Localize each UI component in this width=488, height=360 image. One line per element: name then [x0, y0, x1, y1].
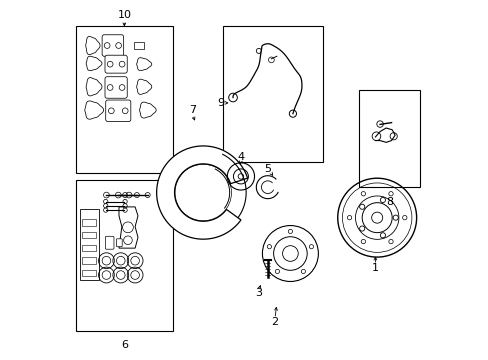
Polygon shape: [137, 58, 151, 71]
Polygon shape: [137, 79, 151, 94]
Text: 10: 10: [117, 10, 131, 20]
Bar: [80, 209, 99, 280]
Text: 4: 4: [237, 152, 244, 162]
Bar: [82, 244, 96, 251]
Text: 8: 8: [386, 197, 392, 207]
Bar: [76, 180, 172, 330]
Text: 2: 2: [271, 317, 278, 327]
FancyBboxPatch shape: [102, 35, 123, 56]
Text: 1: 1: [371, 263, 378, 273]
Text: 9: 9: [217, 98, 224, 108]
Polygon shape: [119, 207, 138, 248]
Polygon shape: [134, 42, 144, 49]
Text: 7: 7: [188, 105, 196, 115]
FancyBboxPatch shape: [105, 100, 131, 122]
Bar: [82, 270, 96, 276]
FancyBboxPatch shape: [105, 77, 127, 98]
Bar: [76, 26, 172, 173]
Polygon shape: [86, 56, 102, 71]
Bar: [82, 257, 96, 264]
Bar: [223, 26, 323, 162]
Bar: [359, 90, 419, 187]
Polygon shape: [86, 78, 102, 96]
Bar: [82, 220, 96, 226]
Polygon shape: [85, 36, 100, 55]
Bar: [82, 232, 96, 238]
Polygon shape: [84, 101, 103, 119]
FancyBboxPatch shape: [105, 236, 114, 249]
Polygon shape: [156, 146, 247, 239]
FancyBboxPatch shape: [116, 239, 122, 247]
Text: 3: 3: [255, 288, 262, 298]
Text: 5: 5: [264, 164, 271, 174]
Polygon shape: [140, 102, 156, 118]
FancyBboxPatch shape: [105, 55, 127, 73]
Text: 6: 6: [121, 340, 127, 350]
